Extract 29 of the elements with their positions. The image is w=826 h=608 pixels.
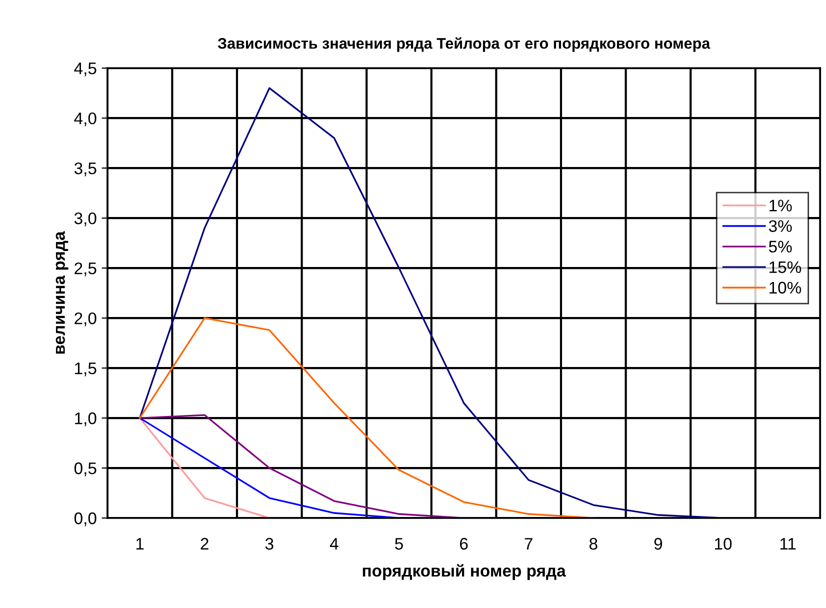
x-tick-label: 3 (265, 538, 274, 550)
y-tick-label: 2,5 (74, 262, 96, 276)
legend-label: 15% (770, 261, 802, 274)
y-tick-label: 4,0 (74, 112, 96, 126)
x-tick-label: 9 (654, 538, 662, 550)
x-tick-label: 2 (200, 538, 208, 550)
chart-title: Зависимость значения ряда Тейлора от его порядкового номера (218, 37, 710, 52)
x-tick-label: 10 (715, 538, 732, 550)
x-tick-label: 5 (395, 538, 403, 550)
x-tick-label: 1 (136, 538, 144, 550)
legend-label: 1% (770, 200, 792, 212)
legend-label: 3% (768, 220, 792, 232)
x-tick-label: 4 (330, 538, 338, 550)
y-axis-title: величина ряда (56, 231, 68, 354)
y-tick-label: 2,0 (74, 312, 96, 326)
x-tick-label: 8 (589, 538, 598, 550)
y-tick-label: 3,5 (74, 162, 96, 176)
x-tick-label: 6 (460, 538, 468, 550)
x-tick-label: 11 (780, 538, 796, 550)
legend-label: 10% (770, 282, 802, 294)
y-tick-label: 4,5 (74, 62, 96, 76)
y-tick-label: 1,0 (75, 412, 96, 426)
x-axis-title: порядковый номер ряда (362, 564, 566, 580)
y-tick-label: 1,5 (75, 362, 96, 376)
legend-label: 5% (768, 240, 792, 253)
y-tick-label: 0,0 (74, 512, 96, 526)
x-tick-label: 7 (524, 538, 532, 550)
y-tick-label: 0,5 (74, 462, 96, 476)
y-tick-label: 3,0 (74, 212, 96, 226)
